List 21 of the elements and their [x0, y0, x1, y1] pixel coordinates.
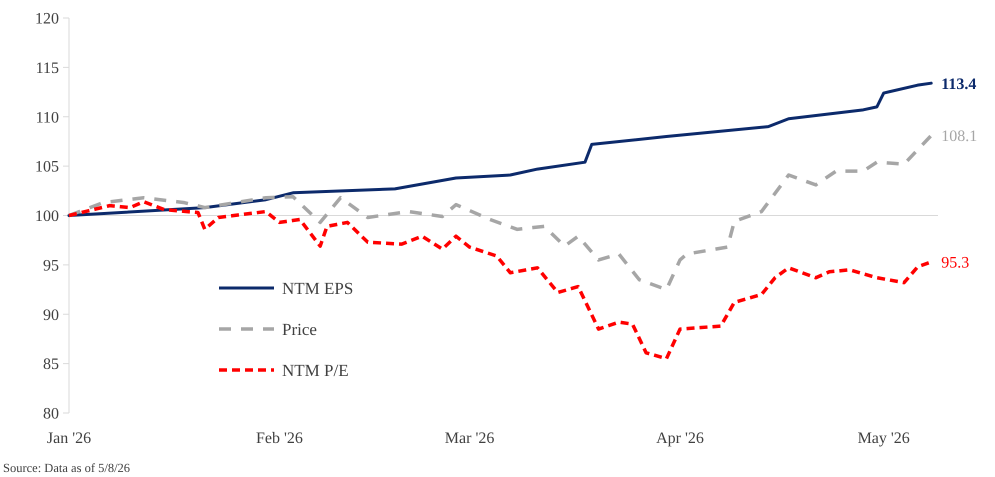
- y-tick-label: 80: [43, 406, 59, 423]
- y-tick-label: 90: [43, 306, 59, 324]
- legend-label: NTM P/E: [282, 360, 349, 380]
- y-tick-label: 120: [35, 10, 59, 28]
- annotation: 108.1: [941, 128, 978, 146]
- y-tick-label: 110: [36, 109, 59, 126]
- annotation: 95.3: [941, 254, 970, 272]
- legend-label: Price: [282, 320, 317, 339]
- x-tick-label: Feb '26: [256, 430, 303, 447]
- x-tick-label: Apr '26: [656, 430, 704, 447]
- y-tick-label: 95: [43, 257, 59, 274]
- x-tick-label: Mar '26: [444, 430, 494, 447]
- x-tick-label: May '26: [858, 430, 910, 447]
- y-tick-label: 85: [43, 356, 59, 374]
- y-tick-label: 115: [36, 60, 59, 77]
- y-tick-label: 105: [35, 158, 59, 176]
- y-tick-label: 100: [35, 208, 59, 226]
- source-note: Source: Data as of 5/8/26: [3, 461, 130, 475]
- x-tick-label: Jan '26: [46, 430, 92, 447]
- legend-label: NTM EPS: [282, 278, 354, 298]
- annotation: 113.4: [941, 76, 976, 93]
